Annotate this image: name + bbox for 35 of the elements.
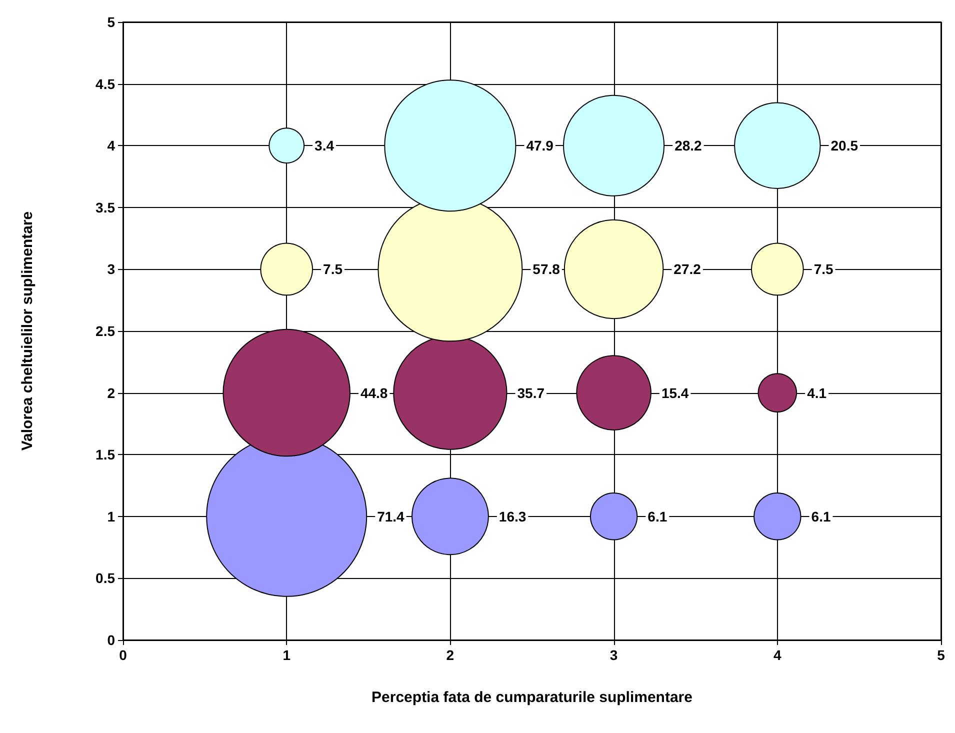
y-tick-label: 4.5 xyxy=(96,76,116,92)
x-tick-label: 2 xyxy=(446,647,454,663)
y-tick-label: 0 xyxy=(107,632,116,648)
data-label: 7.5 xyxy=(323,261,343,278)
y-tick-label: 3.5 xyxy=(96,199,116,216)
data-label: 3.4 xyxy=(314,138,334,154)
data-label: 35.7 xyxy=(517,384,545,401)
data-label: 6.1 xyxy=(648,508,668,524)
y-tick-label: 2 xyxy=(107,384,116,401)
x-tick-label: 4 xyxy=(774,647,782,663)
x-tick-label: 5 xyxy=(937,647,946,663)
data-label: 20.5 xyxy=(830,138,858,154)
y-tick-label: 4 xyxy=(107,138,116,154)
data-label: 57.8 xyxy=(532,261,560,278)
y-axis-title: Valorea cheltuielilor suplimentare xyxy=(19,211,36,451)
y-tick-label: 1.5 xyxy=(96,446,116,463)
data-label: 6.1 xyxy=(811,508,831,524)
data-label: 15.4 xyxy=(661,384,689,401)
x-tick-label: 1 xyxy=(282,647,291,663)
x-axis-title: Perceptia fata de cumparaturile suplimentare xyxy=(372,689,692,706)
data-label: 44.8 xyxy=(360,384,388,401)
y-tick-label: 2.5 xyxy=(96,323,116,339)
x-tick-label: 3 xyxy=(610,647,618,663)
data-label: 7.5 xyxy=(814,261,834,278)
y-tick-label: 5 xyxy=(107,14,116,30)
data-label: 27.2 xyxy=(674,261,702,278)
data-label: 28.2 xyxy=(674,138,702,154)
data-label: 71.4 xyxy=(377,508,405,524)
data-label: 47.9 xyxy=(526,138,554,154)
data-label: 4.1 xyxy=(807,384,827,401)
y-tick-label: 0.5 xyxy=(96,570,116,586)
y-tick-label: 3 xyxy=(107,261,116,278)
x-tick-label: 0 xyxy=(119,647,128,663)
data-label: 16.3 xyxy=(498,508,526,524)
y-tick-label: 1 xyxy=(107,508,116,524)
